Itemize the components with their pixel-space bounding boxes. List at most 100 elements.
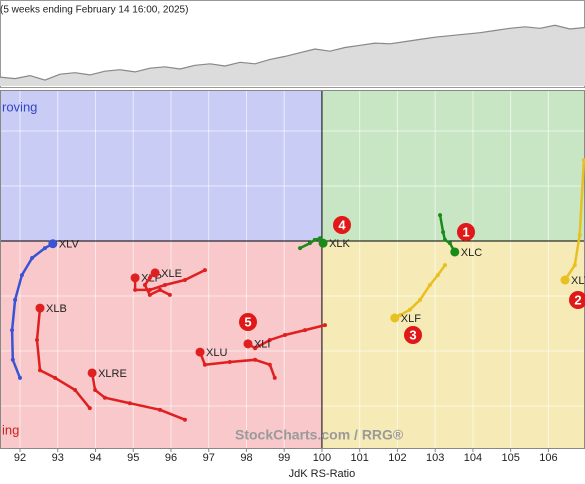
tail-point <box>447 241 452 246</box>
tail-point <box>307 241 312 246</box>
quadrant-weakening <box>321 240 585 448</box>
tail-line <box>563 160 585 281</box>
tail-point <box>282 333 287 338</box>
tail-point <box>53 375 58 380</box>
tail-point <box>102 395 107 400</box>
tail-point <box>577 232 582 237</box>
badge-number: 1 <box>462 224 469 239</box>
badge: 1 <box>457 223 475 241</box>
badge-number: 4 <box>338 217 346 232</box>
tail-point <box>322 323 327 328</box>
head-point <box>390 313 400 323</box>
badge: 4 <box>333 216 351 234</box>
tail-point <box>398 313 403 318</box>
tail-point <box>267 362 272 367</box>
series-label: XLU <box>206 347 227 359</box>
x-tick-label: 94 <box>89 452 101 464</box>
tail-point <box>167 292 172 297</box>
tail-point <box>38 368 43 373</box>
tail-point <box>10 328 15 333</box>
tail-point <box>34 337 39 342</box>
tail-point <box>267 337 272 342</box>
tail-point <box>253 357 258 362</box>
x-tick-label: 105 <box>501 452 519 464</box>
x-tick-label: 104 <box>464 452 482 464</box>
head-point <box>35 303 45 313</box>
tail-point <box>312 237 317 242</box>
x-tick-label: 97 <box>203 452 215 464</box>
tail-line <box>198 351 276 379</box>
x-tick-label: 100 <box>313 452 331 464</box>
badge-number: 5 <box>244 314 251 329</box>
head-point <box>560 275 570 285</box>
series-label: XLY <box>571 275 585 287</box>
tail-line <box>90 372 186 421</box>
head-point <box>318 238 328 248</box>
tail-line <box>10 242 54 379</box>
benchmark-area <box>0 25 585 86</box>
x-axis-title: JdK RS-Ratio <box>289 468 356 480</box>
quadrant-label: ing <box>2 422 19 437</box>
tail-point <box>253 346 258 351</box>
tail-point <box>407 307 412 312</box>
tail-point <box>418 297 423 302</box>
tail-point <box>442 263 447 268</box>
tail-point <box>10 357 15 362</box>
badge: 2 <box>569 291 585 309</box>
x-tick-label: 96 <box>165 452 177 464</box>
series-label: XLF <box>401 313 421 325</box>
series-label: XLK <box>329 238 350 250</box>
tail-point <box>202 362 207 367</box>
tail-point <box>73 388 78 393</box>
tail-point <box>572 263 577 268</box>
tail-point <box>19 273 24 278</box>
head-point <box>195 347 205 357</box>
x-tick-label: 106 <box>539 452 557 464</box>
badge-number: 3 <box>409 327 416 342</box>
head-point <box>87 368 97 378</box>
tail-point <box>227 359 232 364</box>
head-point <box>48 239 58 249</box>
benchmark-line <box>0 24 585 81</box>
tail-point <box>18 375 23 380</box>
tail-point <box>202 268 207 273</box>
rrg-panel: 92 93 94 95 96 97 98 99 100 101 102 103 104 105 106 JdK… <box>0 90 585 480</box>
badge-number: 2 <box>574 292 581 307</box>
tail-point <box>142 282 147 287</box>
series-label: XLV <box>59 239 80 251</box>
tail-point <box>93 388 98 393</box>
tail-point <box>427 282 432 287</box>
tail-point <box>87 406 92 411</box>
x-tick-label: 102 <box>388 452 406 464</box>
overlay: roving ing StockCharts.com / RRG® 1 2 3 … <box>2 99 585 443</box>
x-tick-label: 99 <box>278 452 290 464</box>
watermark: StockCharts.com / RRG® <box>235 427 404 443</box>
tail-point <box>147 275 152 280</box>
badge: 3 <box>404 326 422 344</box>
tail-point <box>272 375 277 380</box>
series-label: XLB <box>46 303 67 315</box>
quadrant-improving <box>0 90 322 241</box>
tail-point <box>158 407 163 412</box>
tail-point <box>30 256 35 261</box>
tail-point <box>302 328 307 333</box>
x-tick-label: 95 <box>127 452 139 464</box>
series-label: XLE <box>161 268 182 280</box>
tail-point <box>133 287 138 292</box>
tail-line <box>133 268 206 292</box>
quadrant-lagging <box>0 240 322 448</box>
x-tick-label: 101 <box>351 452 369 464</box>
head-point <box>450 247 460 257</box>
series-label: XLI <box>254 339 271 351</box>
tail-point <box>298 246 303 251</box>
tail-point <box>182 278 187 283</box>
tail-point <box>581 158 585 163</box>
head-point <box>243 339 253 349</box>
quadrant-leading <box>321 90 585 241</box>
tail-point <box>158 287 163 292</box>
badge: 5 <box>239 313 257 331</box>
tail-point <box>442 237 447 242</box>
x-tick-label: 103 <box>426 452 444 464</box>
